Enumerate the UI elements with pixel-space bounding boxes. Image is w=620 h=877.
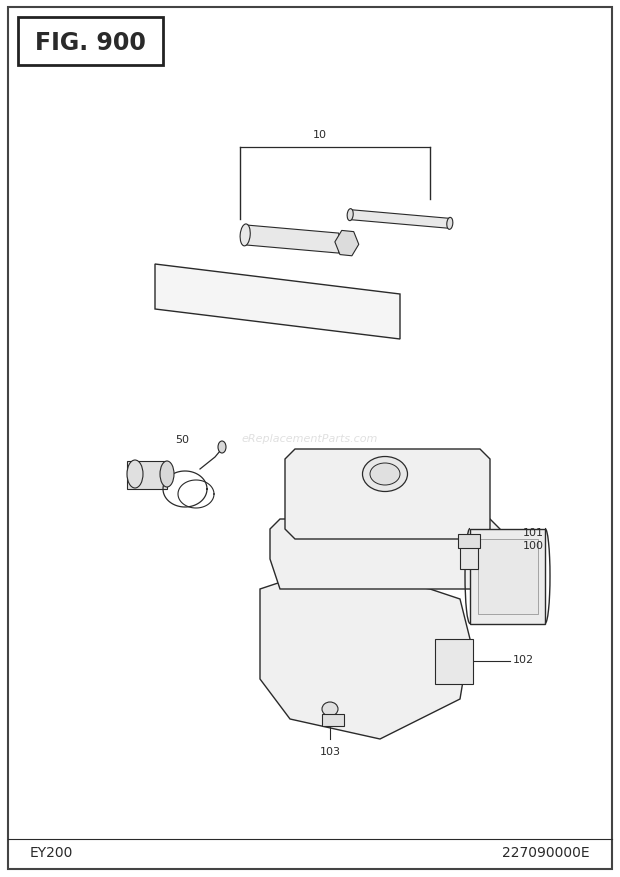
Bar (460, 545, 478, 569)
Bar (322, 714, 344, 726)
Bar (470, 530, 545, 624)
Ellipse shape (447, 218, 453, 230)
Text: eReplacementParts.com: eReplacementParts.com (242, 433, 378, 444)
Polygon shape (245, 225, 339, 253)
Ellipse shape (240, 225, 250, 246)
Bar (435, 639, 473, 684)
Text: FIG. 900: FIG. 900 (35, 31, 146, 55)
Polygon shape (285, 450, 490, 539)
Polygon shape (335, 232, 359, 256)
Bar (458, 534, 480, 548)
Ellipse shape (127, 460, 143, 488)
Ellipse shape (347, 210, 353, 221)
Polygon shape (155, 265, 400, 339)
Text: 227090000E: 227090000E (502, 845, 590, 859)
Bar (18, 18, 163, 66)
Bar (478, 539, 538, 614)
Text: 10: 10 (313, 130, 327, 139)
Text: 100: 100 (523, 540, 544, 551)
Text: 101: 101 (523, 527, 544, 538)
Ellipse shape (363, 457, 407, 492)
Bar (127, 461, 167, 489)
Ellipse shape (322, 702, 338, 717)
Ellipse shape (160, 461, 174, 488)
Ellipse shape (370, 463, 400, 486)
Text: EY200: EY200 (30, 845, 73, 859)
Text: 103: 103 (319, 746, 340, 756)
Text: 102: 102 (513, 654, 534, 664)
Polygon shape (270, 519, 510, 589)
Text: 50: 50 (175, 434, 189, 445)
Polygon shape (260, 574, 470, 739)
Polygon shape (350, 210, 450, 229)
Ellipse shape (218, 441, 226, 453)
